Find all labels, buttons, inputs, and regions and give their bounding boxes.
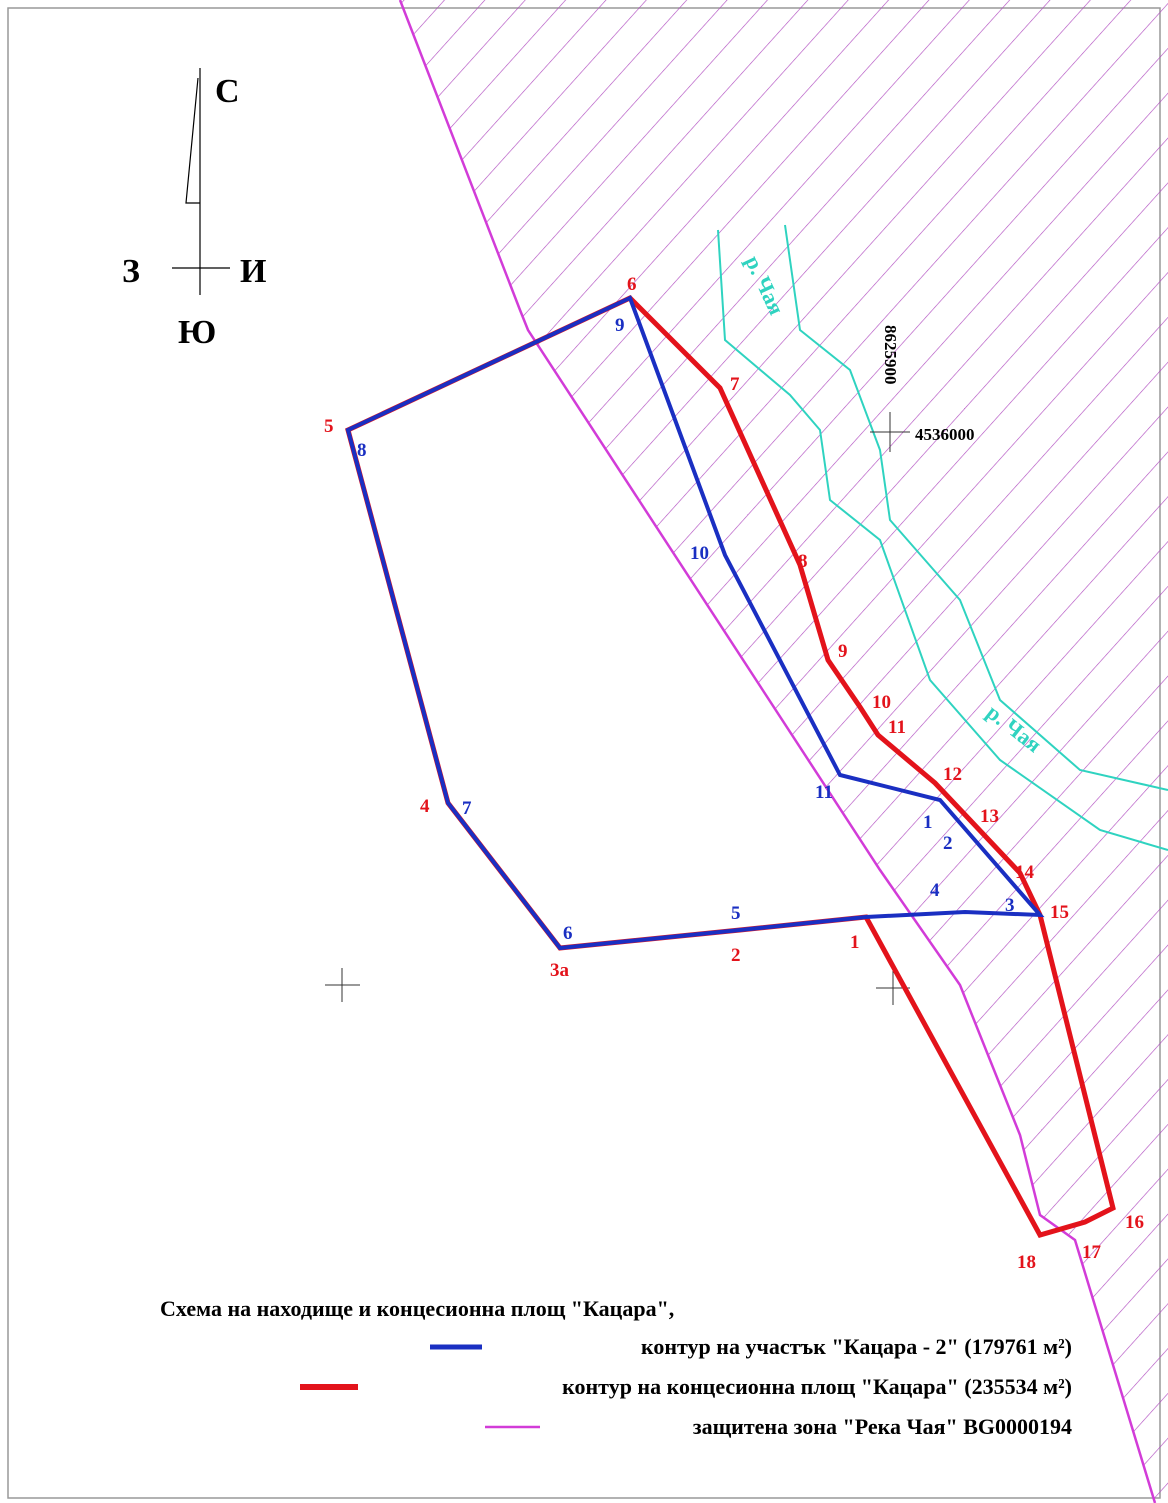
- point-label: 3а: [550, 960, 570, 981]
- legend-item: контур на концесионна площ "Кацара" (235…: [562, 1374, 1072, 1399]
- point-label: 16: [1125, 1212, 1144, 1233]
- point-label: 1: [923, 812, 933, 833]
- point-label: 14: [1015, 862, 1035, 883]
- point-label: 6: [563, 923, 573, 944]
- point-label: 9: [838, 641, 848, 662]
- point-label: 5: [324, 416, 334, 437]
- south: Ю: [178, 314, 216, 351]
- legend-item: защитена зона "Река Чая" BG0000194: [693, 1414, 1072, 1439]
- compass: [172, 68, 230, 295]
- point-label: 10: [690, 543, 709, 564]
- point-label: 3: [1005, 895, 1015, 916]
- point-label: 8: [357, 440, 367, 461]
- point-label: 2: [731, 945, 741, 966]
- point-label: 11: [888, 717, 906, 738]
- point-label: 18: [1017, 1252, 1036, 1273]
- point-label: 15: [1050, 902, 1069, 923]
- river: [784, 224, 1168, 791]
- point-label: 4: [420, 796, 430, 817]
- point-label: 9: [615, 315, 625, 336]
- point-label: 8: [798, 551, 808, 572]
- north: С: [215, 73, 240, 110]
- legend-item: контур на участък "Кацара - 2" (179761 м…: [641, 1334, 1072, 1359]
- point-label: 4: [930, 880, 940, 901]
- legend: Схема на находище и концесионна площ "Ка…: [160, 1296, 1072, 1439]
- point-label: 1: [850, 932, 860, 953]
- east: И: [240, 253, 266, 290]
- coordinate: 4536000: [915, 425, 975, 444]
- point-label: 17: [1082, 1242, 1102, 1263]
- compass-labels: С З И Ю: [122, 73, 266, 351]
- coordinate: 8625900: [881, 325, 900, 385]
- point-label: 12: [943, 764, 962, 785]
- west: З: [122, 253, 140, 290]
- section-contour: [345, 295, 1045, 951]
- point-label: 10: [872, 692, 891, 713]
- point-label: 7: [730, 374, 740, 395]
- river: [717, 229, 1168, 851]
- zone-border: [398, 0, 1157, 1503]
- point-label: 6: [627, 274, 637, 295]
- point-label: 2: [943, 833, 953, 854]
- point-label: 11: [815, 782, 833, 803]
- point-label: 13: [980, 806, 999, 827]
- point-label: 7: [462, 798, 472, 819]
- point-label: 5: [731, 903, 741, 924]
- legend-title: Схема на находище и концесионна площ "Ка…: [160, 1296, 674, 1321]
